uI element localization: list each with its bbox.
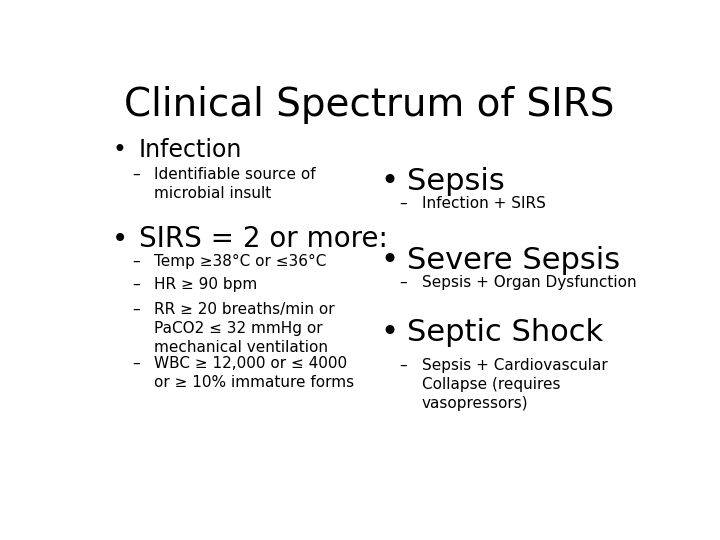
- Text: •: •: [380, 319, 398, 347]
- Text: Clinical Spectrum of SIRS: Clinical Spectrum of SIRS: [124, 85, 614, 124]
- Text: Sepsis + Organ Dysfunction: Sepsis + Organ Dysfunction: [422, 275, 636, 290]
- Text: Infection: Infection: [139, 138, 243, 161]
- Text: Infection + SIRS: Infection + SIRS: [422, 196, 546, 211]
- Text: –: –: [132, 254, 140, 269]
- Text: SIRS = 2 or more:: SIRS = 2 or more:: [139, 225, 388, 253]
- Text: •: •: [112, 225, 129, 253]
- Text: Sepsis: Sepsis: [407, 167, 505, 195]
- Text: Identifiable source of
microbial insult: Identifiable source of microbial insult: [154, 167, 316, 201]
- Text: •: •: [380, 246, 398, 275]
- Text: –: –: [400, 196, 408, 211]
- Text: –: –: [400, 358, 408, 373]
- Text: –: –: [132, 302, 140, 317]
- Text: •: •: [380, 167, 398, 195]
- Text: –: –: [132, 167, 140, 181]
- Text: Septic Shock: Septic Shock: [407, 319, 603, 347]
- Text: –: –: [132, 356, 140, 371]
- Text: •: •: [112, 138, 126, 161]
- Text: RR ≥ 20 breaths/min or
PaCO2 ≤ 32 mmHg or
mechanical ventilation: RR ≥ 20 breaths/min or PaCO2 ≤ 32 mmHg o…: [154, 302, 335, 355]
- Text: Severe Sepsis: Severe Sepsis: [407, 246, 620, 275]
- Text: Temp ≥38°C or ≤36°C: Temp ≥38°C or ≤36°C: [154, 254, 327, 269]
- Text: –: –: [400, 275, 408, 290]
- Text: –: –: [132, 277, 140, 292]
- Text: HR ≥ 90 bpm: HR ≥ 90 bpm: [154, 277, 258, 292]
- Text: Sepsis + Cardiovascular
Collapse (requires
vasopressors): Sepsis + Cardiovascular Collapse (requir…: [422, 358, 608, 411]
- Text: WBC ≥ 12,000 or ≤ 4000
or ≥ 10% immature forms: WBC ≥ 12,000 or ≤ 4000 or ≥ 10% immature…: [154, 356, 354, 390]
